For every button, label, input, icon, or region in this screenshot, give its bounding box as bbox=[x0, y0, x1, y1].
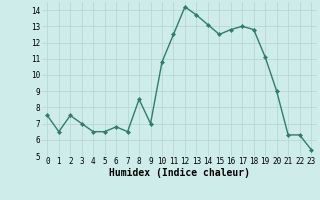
X-axis label: Humidex (Indice chaleur): Humidex (Indice chaleur) bbox=[109, 168, 250, 178]
